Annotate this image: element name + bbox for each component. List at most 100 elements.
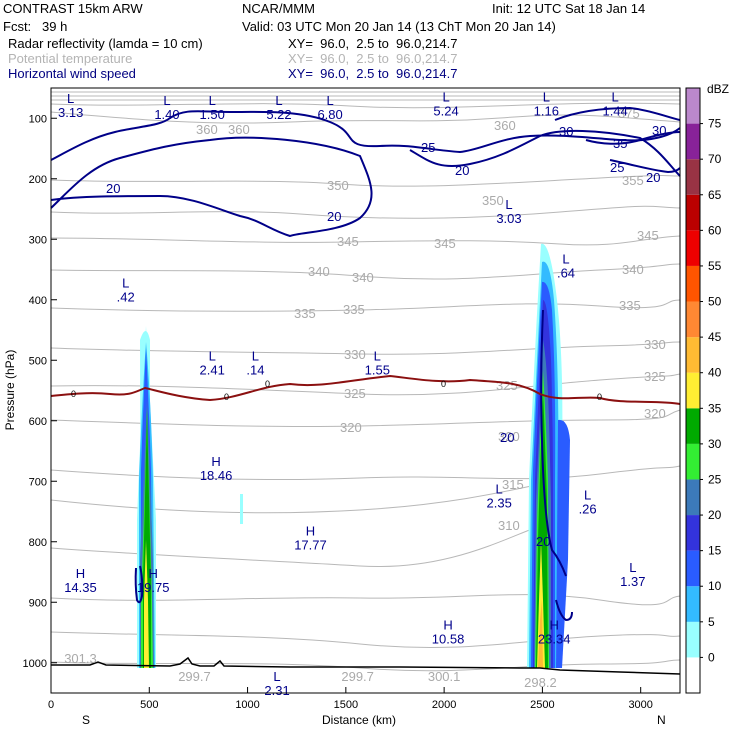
theta-label-325: 325 xyxy=(344,386,366,401)
theta-label-340b: 340 xyxy=(352,270,374,285)
colorbar-label-5: 5 xyxy=(708,615,715,629)
colorbar-label-75: 75 xyxy=(708,117,722,131)
x-tick-label-1000: 1000 xyxy=(235,699,259,711)
colorbar-swatch-11 xyxy=(686,265,700,302)
colorbar-unit: dBZ xyxy=(707,82,729,96)
y-tick-label-900: 900 xyxy=(29,597,47,609)
wind-contour-20-col1 xyxy=(134,565,144,604)
hl-marker-14: H xyxy=(211,454,220,469)
wind-label-20d: 20 xyxy=(646,170,660,185)
theta-label-350: 350 xyxy=(327,178,349,193)
y-axis-ticks: 100 200 300 400 500 600 700 800 900 1000 xyxy=(23,113,57,670)
refl-col2-45dbz xyxy=(538,600,543,668)
colorbar-swatch-7 xyxy=(686,408,700,444)
wind-contour-20-east xyxy=(409,129,681,177)
hl-value-21: 10.58 xyxy=(432,631,465,646)
theta-contour-tropopause xyxy=(50,91,681,109)
hl-value-9: .42 xyxy=(117,290,135,305)
colorbar-label-0: 0 xyxy=(708,650,715,664)
hl-value-5: 5.24 xyxy=(433,103,458,118)
x-axis-ticks: 0 500 1000 1500 2000 2500 3000 xyxy=(48,687,653,711)
theta-label-340: 340 xyxy=(308,264,330,279)
hl-marker-21: H xyxy=(443,617,452,632)
hl-marker-1: L xyxy=(163,93,170,108)
hl-marker-0: L xyxy=(67,91,74,106)
hl-value-4: 6.80 xyxy=(317,107,342,122)
wind-label-25b: 25 xyxy=(610,160,624,175)
field-xy-theta: XY= 96.0, 2.5 to 96.0,214.7 xyxy=(288,51,458,66)
zero-isotherm-line xyxy=(50,374,681,405)
hl-value-19: 19.75 xyxy=(137,580,170,595)
y-tick-label-200: 200 xyxy=(29,174,47,186)
theta-contour-360 xyxy=(50,111,681,124)
hl-marker-23: L xyxy=(273,669,280,684)
theta-contour-305 xyxy=(50,594,681,606)
hl-marker-2: L xyxy=(209,93,216,108)
y-axis-label: Pressure (hPa) xyxy=(3,350,17,431)
colorbar-label-65: 65 xyxy=(708,188,722,202)
wind-label-25: 25 xyxy=(421,140,435,155)
x-axis-north-label: N xyxy=(657,713,666,727)
colorbar-swatch-9 xyxy=(686,337,700,373)
hl-value-23: 2.31 xyxy=(264,683,289,698)
x-tick-label-2500: 2500 xyxy=(530,699,554,711)
theta-label-320: 320 xyxy=(340,420,362,435)
hl-marker-12: L xyxy=(252,348,259,363)
field-name-theta: Potential temperature xyxy=(8,51,132,66)
colorbar-swatch-4 xyxy=(686,515,700,551)
colorbar-swatch-15 xyxy=(686,123,700,160)
zero-label-3: 0 xyxy=(265,379,270,389)
hl-value-13: 1.55 xyxy=(365,362,390,377)
colorbar-swatch-16 xyxy=(686,88,700,124)
theta-contour-348 xyxy=(50,205,681,219)
zero-label-4: 0 xyxy=(441,379,446,389)
hl-marker-6: L xyxy=(543,89,550,104)
colorbar-swatch-1 xyxy=(686,621,700,658)
theta-label-345b: 345 xyxy=(434,236,456,251)
zero-isotherm: 0 0 0 0 0 xyxy=(50,374,681,405)
hl-value-3: 5.22 xyxy=(266,107,291,122)
colorbar-label-10: 10 xyxy=(708,579,722,593)
theta-contour-300 xyxy=(50,659,681,672)
hl-value-7: 1.44 xyxy=(602,103,627,118)
x-axis-label: Distance (km) xyxy=(322,713,396,727)
hl-value-14: 18.46 xyxy=(200,468,233,483)
theta-label-330b: 330 xyxy=(644,337,666,352)
hl-value-11: 2.41 xyxy=(200,362,225,377)
hl-value-2: 1.50 xyxy=(200,107,225,122)
colorbar-frame xyxy=(685,87,701,694)
theta-label-345c: 345 xyxy=(637,228,659,243)
theta-min-label-1: 299.7 xyxy=(178,669,211,684)
theta-contour-320 xyxy=(50,409,681,428)
theta-label-325c: 325 xyxy=(496,378,518,393)
hl-marker-4: L xyxy=(327,93,334,108)
theta-min-label-3: 300.1 xyxy=(428,669,461,684)
colorbar-swatch-12 xyxy=(686,230,700,266)
zero-label-1: 0 xyxy=(71,389,76,399)
theta-contour-318 xyxy=(50,465,681,481)
wind-label-20c: 20 xyxy=(455,163,469,178)
theta-label-345: 345 xyxy=(337,234,359,249)
theta-min-label-2: 299.7 xyxy=(341,669,374,684)
hl-marker-22: H xyxy=(550,617,559,632)
theta-label-335c: 335 xyxy=(619,298,641,313)
colorbar-swatch-2 xyxy=(686,586,700,622)
y-tick-label-400: 400 xyxy=(29,295,47,307)
wind-label-35: 35 xyxy=(613,136,627,151)
theta-min-label-4: 298.2 xyxy=(524,675,557,690)
hl-value-16: .26 xyxy=(579,501,597,516)
refl-col2-east-flank xyxy=(556,419,570,668)
zero-label-5: 0 xyxy=(597,392,602,402)
theta-label-315: 315 xyxy=(502,477,524,492)
reflectivity-colorbar: dBZ 0 5 10 15 20 25 30 35 40 45 50 55 60 65 70 75 xyxy=(685,82,729,694)
field-xy-wind: XY= 96.0, 2.5 to 96.0,214.7 xyxy=(288,66,458,81)
wind-label-30: 30 xyxy=(559,124,573,139)
theta-label-360b: 360 xyxy=(494,118,516,133)
colorbar-label-35: 35 xyxy=(708,401,722,415)
theta-label-310: 310 xyxy=(498,518,520,533)
refl-col2-40dbz xyxy=(537,540,545,668)
wind-label-20f: 20 xyxy=(500,430,514,445)
hl-value-8: 3.03 xyxy=(496,211,521,226)
theta-label-320c: 320 xyxy=(498,429,520,444)
x-tick-label-2000: 2000 xyxy=(432,699,456,711)
